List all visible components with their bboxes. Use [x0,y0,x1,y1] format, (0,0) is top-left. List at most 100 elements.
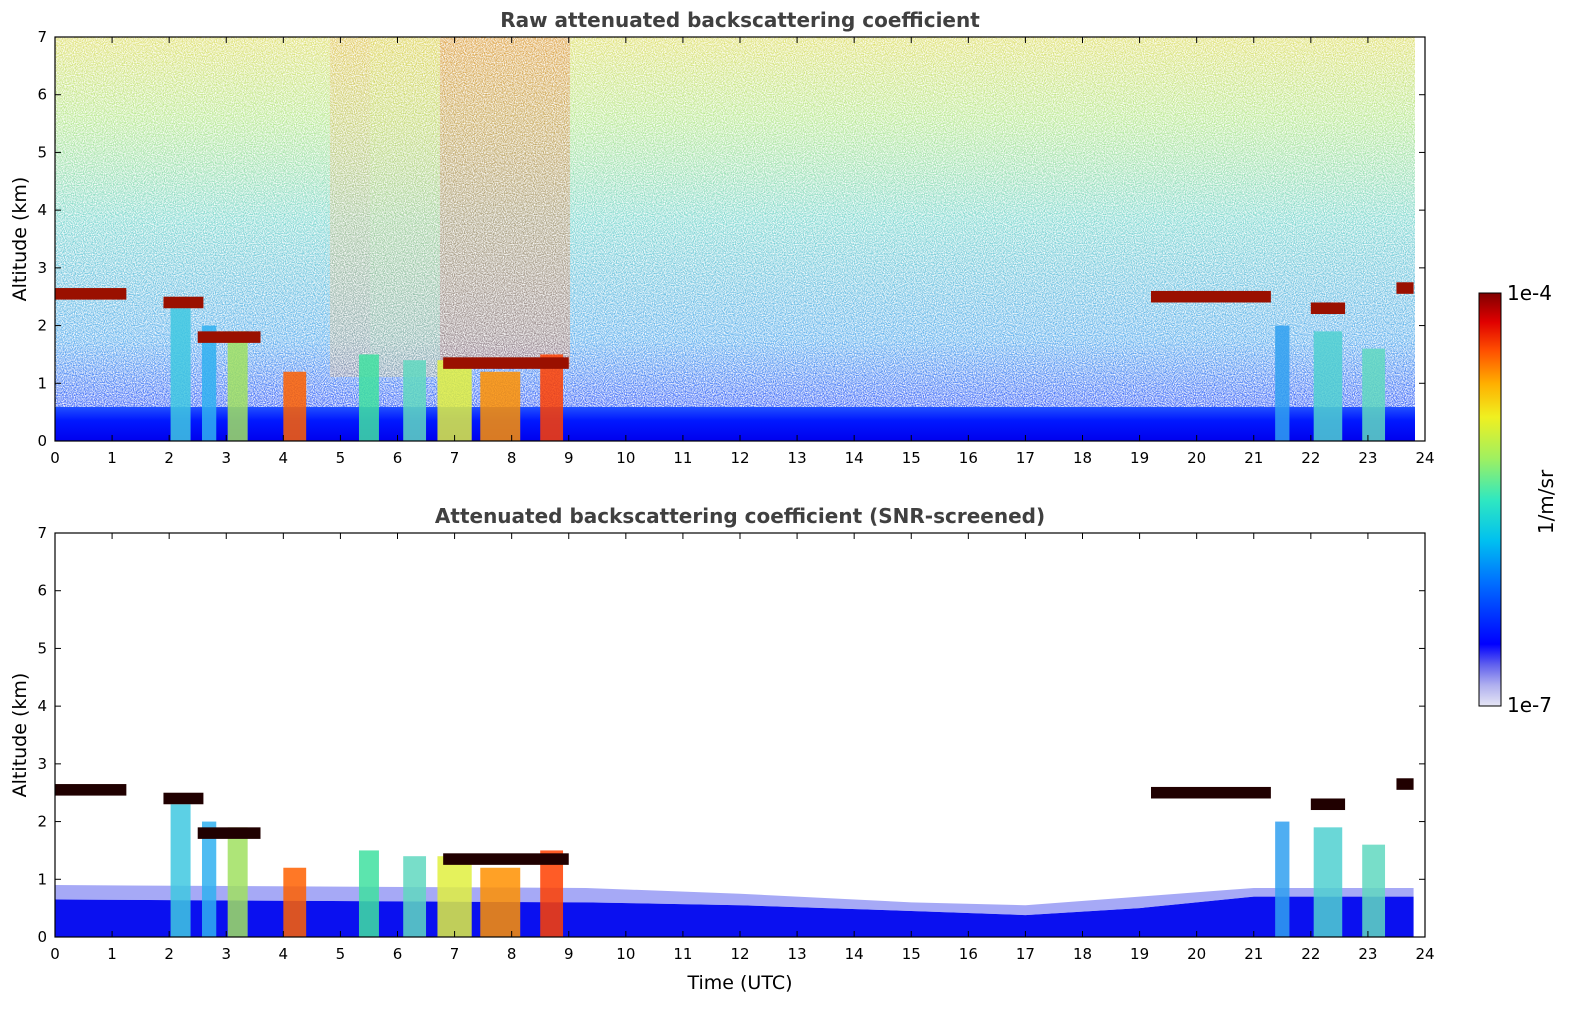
x-axis-label: Time (UTC) [686,972,792,994]
x-tick-label: 4 [279,945,289,963]
plume [1275,325,1290,441]
cloud-top-layer [163,792,204,805]
x-tick-label: 5 [336,449,346,467]
cloud-top-layer [55,784,127,796]
x-tick-label: 22 [1301,945,1320,963]
y-tick-label: 4 [37,201,47,219]
x-tick-label: 1 [107,945,117,963]
y-tick-label: 7 [37,28,47,46]
plume [480,371,521,441]
cloud-top-layer [443,853,569,865]
x-tick-label: 18 [1073,449,1092,467]
x-tick-label: 5 [336,945,346,963]
cloud-top-layer [1396,282,1414,294]
plume [403,360,427,441]
x-tick-label: 6 [393,945,403,963]
surface-layer-edge [55,885,1414,916]
x-tick-label: 16 [959,945,978,963]
x-tick-label: 7 [450,945,460,963]
x-tick-label: 0 [50,449,60,467]
top-noise-speckle [55,37,1415,441]
colorbar-gradient [1478,292,1502,707]
x-tick-label: 7 [450,449,460,467]
x-tick-label: 8 [507,945,517,963]
plume [437,856,472,937]
cloud-top-layer [1310,798,1346,811]
cloud-top-layer [163,296,204,309]
y-tick-label: 4 [37,697,47,715]
plume [201,821,217,937]
top-panel-title: Raw attenuated backscattering coefficien… [500,8,980,32]
top-y-ticks: 0 1 2 3 4 5 6 7 [37,28,1425,450]
y-tick-label: 1 [37,870,47,888]
y-tick-label: 6 [37,582,47,600]
y-tick-label: 5 [37,639,47,657]
cloud-top-layer [1151,786,1271,799]
y-tick-label: 3 [37,259,47,277]
x-tick-label: 13 [788,945,807,963]
x-tick-label: 10 [616,945,635,963]
x-tick-label: 21 [1244,945,1263,963]
bottom-plot-area [55,533,1425,937]
bottom-y-ticks: 0 1 2 3 4 5 6 7 [37,524,1425,946]
cloud-top-layer [1396,778,1414,790]
x-tick-label: 12 [730,945,749,963]
plume [283,371,307,441]
y-tick-label: 2 [37,813,47,831]
bottom-background [55,533,1425,937]
y-tick-label: 0 [37,432,47,450]
bottom-cloud-features [55,778,1414,937]
top-surface-layer [55,407,1415,441]
x-tick-label: 20 [1187,449,1206,467]
y-tick-label: 1 [37,374,47,392]
x-tick-label: 14 [845,945,864,963]
top-x-ticks: 0 1 2 3 4 5 6 7 8 9 10 11 12 13 14 15 16 17 18 19 20 21 22 23 24 [50,37,1435,467]
x-tick-label: 2 [164,945,174,963]
plume [480,867,521,937]
x-tick-label: 24 [1415,449,1434,467]
x-tick-label: 11 [673,945,692,963]
x-tick-label: 0 [50,945,60,963]
colorbar: 1e-4 1e-7 1/m/sr [1478,281,1558,717]
y-tick-label: 3 [37,755,47,773]
plume [1362,844,1386,937]
y-tick-label: 5 [37,143,47,161]
x-tick-label: 14 [845,449,864,467]
x-tick-label: 15 [902,945,921,963]
cloud-top-layer [1151,290,1271,303]
x-tick-label: 16 [959,449,978,467]
x-tick-label: 2 [164,449,174,467]
x-tick-label: 19 [1130,945,1149,963]
x-tick-label: 15 [902,449,921,467]
x-tick-label: 9 [564,945,574,963]
plume [358,850,379,937]
x-tick-label: 21 [1244,449,1263,467]
y-tick-label: 2 [37,317,47,335]
x-tick-label: 6 [393,449,403,467]
y-tick-label: 6 [37,86,47,104]
surface-layer [55,896,1414,937]
plume [283,867,307,937]
x-tick-label: 20 [1187,945,1206,963]
plume [201,325,217,441]
x-tick-label: 3 [221,945,231,963]
plume [540,850,564,937]
plume [170,308,191,441]
cloud-top-layer [1310,302,1346,315]
x-tick-label: 19 [1130,449,1149,467]
top-y-axis-label: Altitude (km) [9,177,31,302]
colorbar-min-label: 1e-7 [1507,693,1552,717]
plume [1313,827,1343,937]
x-tick-label: 1 [107,449,117,467]
plume [403,856,427,937]
x-tick-label: 23 [1358,945,1377,963]
bottom-y-axis-label: Altitude (km) [9,673,31,798]
x-tick-label: 24 [1415,945,1434,963]
x-tick-label: 10 [616,449,635,467]
y-tick-label: 0 [37,928,47,946]
x-tick-label: 13 [788,449,807,467]
cloud-top-layer [197,827,261,839]
x-tick-label: 3 [221,449,231,467]
x-tick-label: 8 [507,449,517,467]
